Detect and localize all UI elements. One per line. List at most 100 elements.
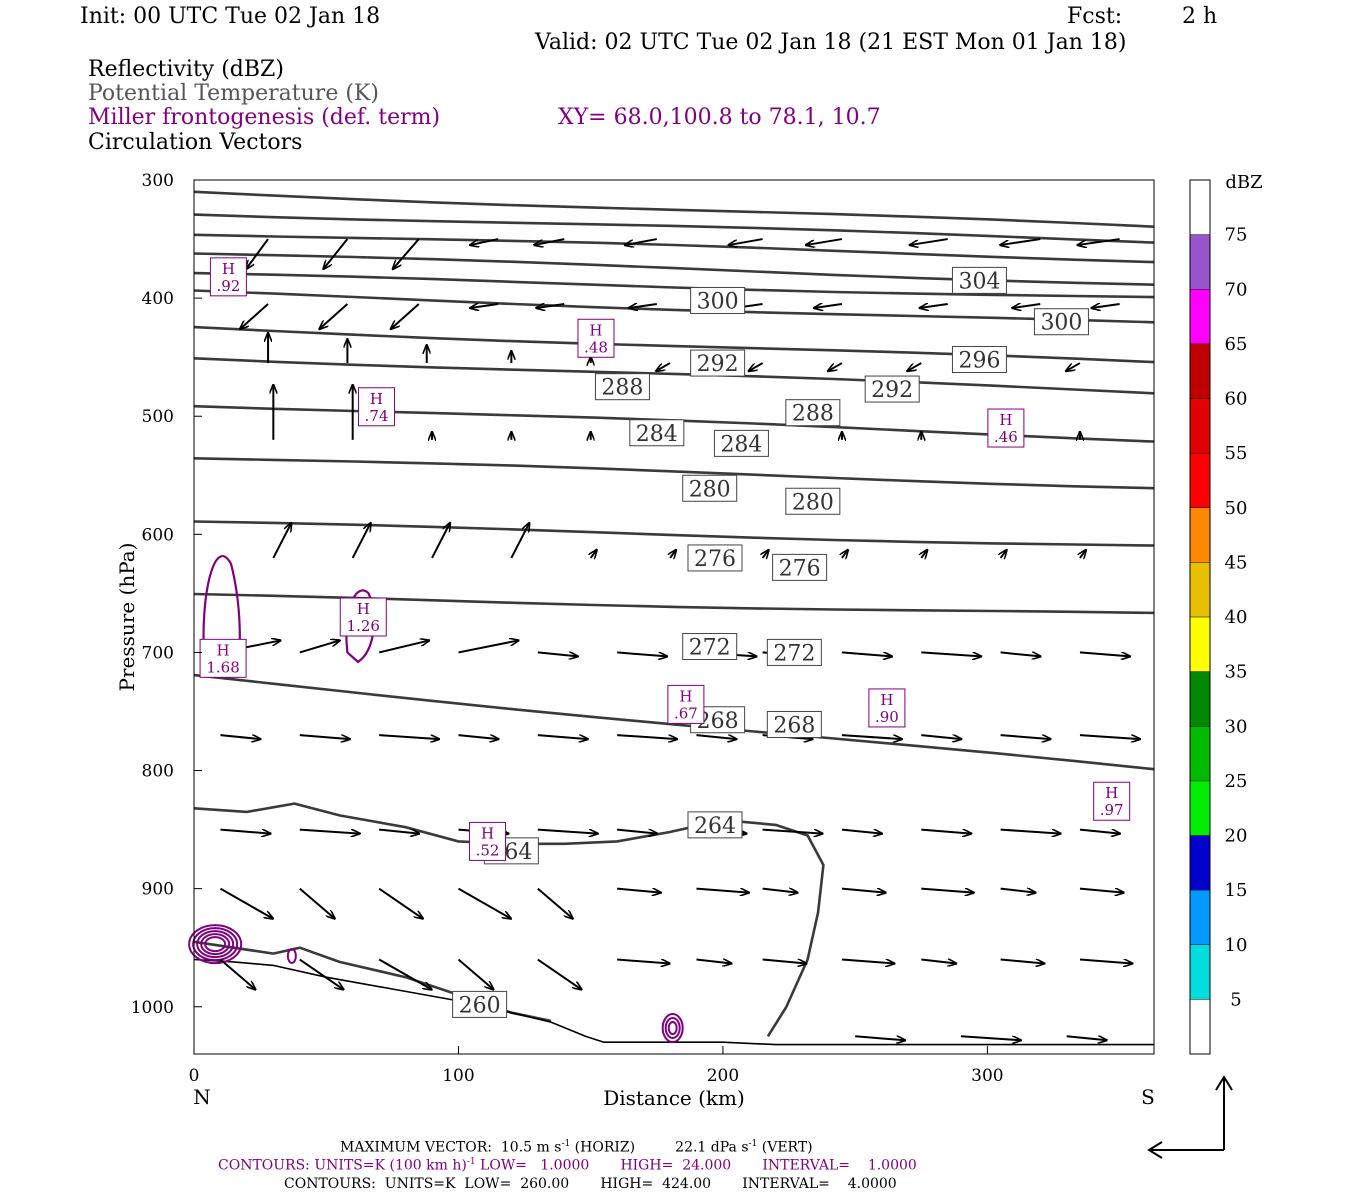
circulation-vector (536, 304, 565, 308)
circulation-vector (921, 887, 974, 893)
circulation-vector (299, 828, 360, 834)
theta-label-box (785, 487, 841, 515)
theta-label-box (682, 633, 738, 661)
front-label-box (199, 638, 247, 678)
terrain (193, 958, 1154, 1046)
max-vector-vert: 22.1 dPa s (675, 1139, 749, 1156)
circulation-vector (921, 550, 927, 558)
forecast-hour: 2 h (1182, 4, 1218, 29)
colorbar-swatch (1190, 780, 1210, 836)
front-label-h: H (999, 411, 1012, 429)
plot-frame (193, 179, 1155, 1055)
colorbar-label: 45 (1225, 552, 1248, 573)
circulation-vector (220, 828, 270, 834)
x-tick-label: 300 (971, 1066, 1003, 1086)
theta-label: 300 (697, 289, 739, 314)
colorbar-label: 10 (1225, 935, 1248, 956)
max-vector-vert-unit: (VERT) (761, 1139, 813, 1156)
max-vector-label: MAXIMUM VECTOR: (340, 1139, 492, 1156)
theta-line (193, 289, 1155, 324)
circulation-vector (1079, 828, 1120, 834)
theta-label: 284 (636, 422, 678, 447)
theta-line (193, 592, 1155, 615)
circulation-vector (855, 1035, 905, 1040)
circulation-vector (391, 303, 420, 329)
front-label-h: H (880, 691, 893, 709)
circulation-vector (1080, 550, 1086, 558)
front-label-box (987, 408, 1025, 448)
circulation-vector (1000, 889, 1036, 893)
theta-label: 276 (779, 556, 821, 581)
circulation-vector (1000, 734, 1051, 739)
front-label-h: H (222, 260, 235, 278)
theta-label: 304 (958, 269, 1000, 294)
front-label-value: .48 (584, 338, 608, 356)
circulation-vector (219, 887, 273, 919)
theta-line (193, 271, 1155, 299)
theta-line (193, 325, 1155, 364)
circulation-vector (1066, 1035, 1107, 1040)
field-circulation-vectors: Circulation Vectors (88, 130, 303, 155)
circulation-vector (457, 958, 493, 990)
max-vector-line: MAXIMUM VECTOR: 10.5 m s-1 (HORIZ) 22.1 … (340, 1139, 813, 1156)
theta-label: 276 (694, 547, 736, 572)
colorbar-swatch (1190, 944, 1210, 1000)
theta-label: 272 (773, 641, 815, 666)
circulation-vector (910, 238, 948, 245)
x-end-label-north: N (193, 1085, 211, 1109)
circulation-vector (591, 550, 597, 558)
circulation-vector (617, 651, 667, 656)
circulation-vector (431, 523, 450, 559)
circulation-vector (1012, 304, 1041, 308)
frontogenesis-contour (192, 927, 239, 962)
max-vector-horiz-unit: (HORIZ) (574, 1139, 636, 1156)
y-axis-label: Pressure (hPa) (115, 543, 139, 692)
circulation-vector (1000, 238, 1041, 245)
circulation-vector (1092, 304, 1120, 308)
circulation-vector (762, 889, 798, 893)
theta-contour-info: CONTOURS: UNITS=K LOW= 260.00 HIGH= 424.… (284, 1176, 897, 1192)
colorbar-swatch (1190, 562, 1210, 617)
circulation-vector (729, 238, 763, 245)
y-tick-label: 400 (142, 289, 174, 309)
circulation-vector (470, 304, 499, 308)
front-label-h: H (1105, 784, 1118, 802)
circulation-vector (841, 887, 886, 893)
circulation-vector (828, 362, 843, 371)
theta-label: 280 (792, 490, 834, 515)
circulation-vector (841, 734, 902, 739)
colorbar-label: 15 (1225, 880, 1248, 901)
front-label-box (357, 387, 395, 427)
circulation-vector (1079, 651, 1130, 656)
circulation-vector (841, 651, 892, 656)
theta-line (193, 213, 1155, 244)
circulation-vector (393, 238, 420, 269)
x-tick-label: 100 (442, 1066, 474, 1086)
front-label-box (209, 257, 247, 297)
theta-label-box (690, 286, 746, 314)
front-label-box (667, 684, 705, 724)
colorbar-swatch (1190, 726, 1210, 781)
circulation-vector (457, 887, 511, 919)
circulation-vector (378, 887, 423, 919)
front-label-box (1093, 781, 1131, 821)
theta-label: 280 (689, 477, 731, 502)
colorbar-label: 60 (1225, 389, 1248, 410)
colorbar-label: 50 (1225, 498, 1248, 519)
colorbar: 75 70 65 60 55 50 45 40 35 30 25 20 15 10 5 dBZ (1189, 172, 1263, 1055)
terrain-line (193, 958, 1154, 1046)
y-tick-label: 1000 (131, 998, 174, 1018)
cross-section-endpoints: XY= 68.0,100.8 to 78.1, 10.7 (558, 105, 881, 130)
circulation-vector (617, 958, 670, 964)
frontogenesis-max-labels: H.92H.48H.74 H.46H1.26H1.68H.67H.90H.97H.… (199, 257, 1131, 861)
circulation-vector (921, 734, 961, 739)
theta-label-box (713, 429, 769, 457)
circulation-vector (762, 958, 807, 964)
colorbar-label: 25 (1225, 771, 1248, 792)
frontogenesis-contour (196, 930, 235, 959)
circulation-vector (537, 958, 582, 990)
theta-label-box (951, 266, 1007, 294)
front-label-h: H (481, 824, 494, 842)
circulation-vector (534, 238, 565, 245)
front-label-h: H (217, 641, 230, 659)
